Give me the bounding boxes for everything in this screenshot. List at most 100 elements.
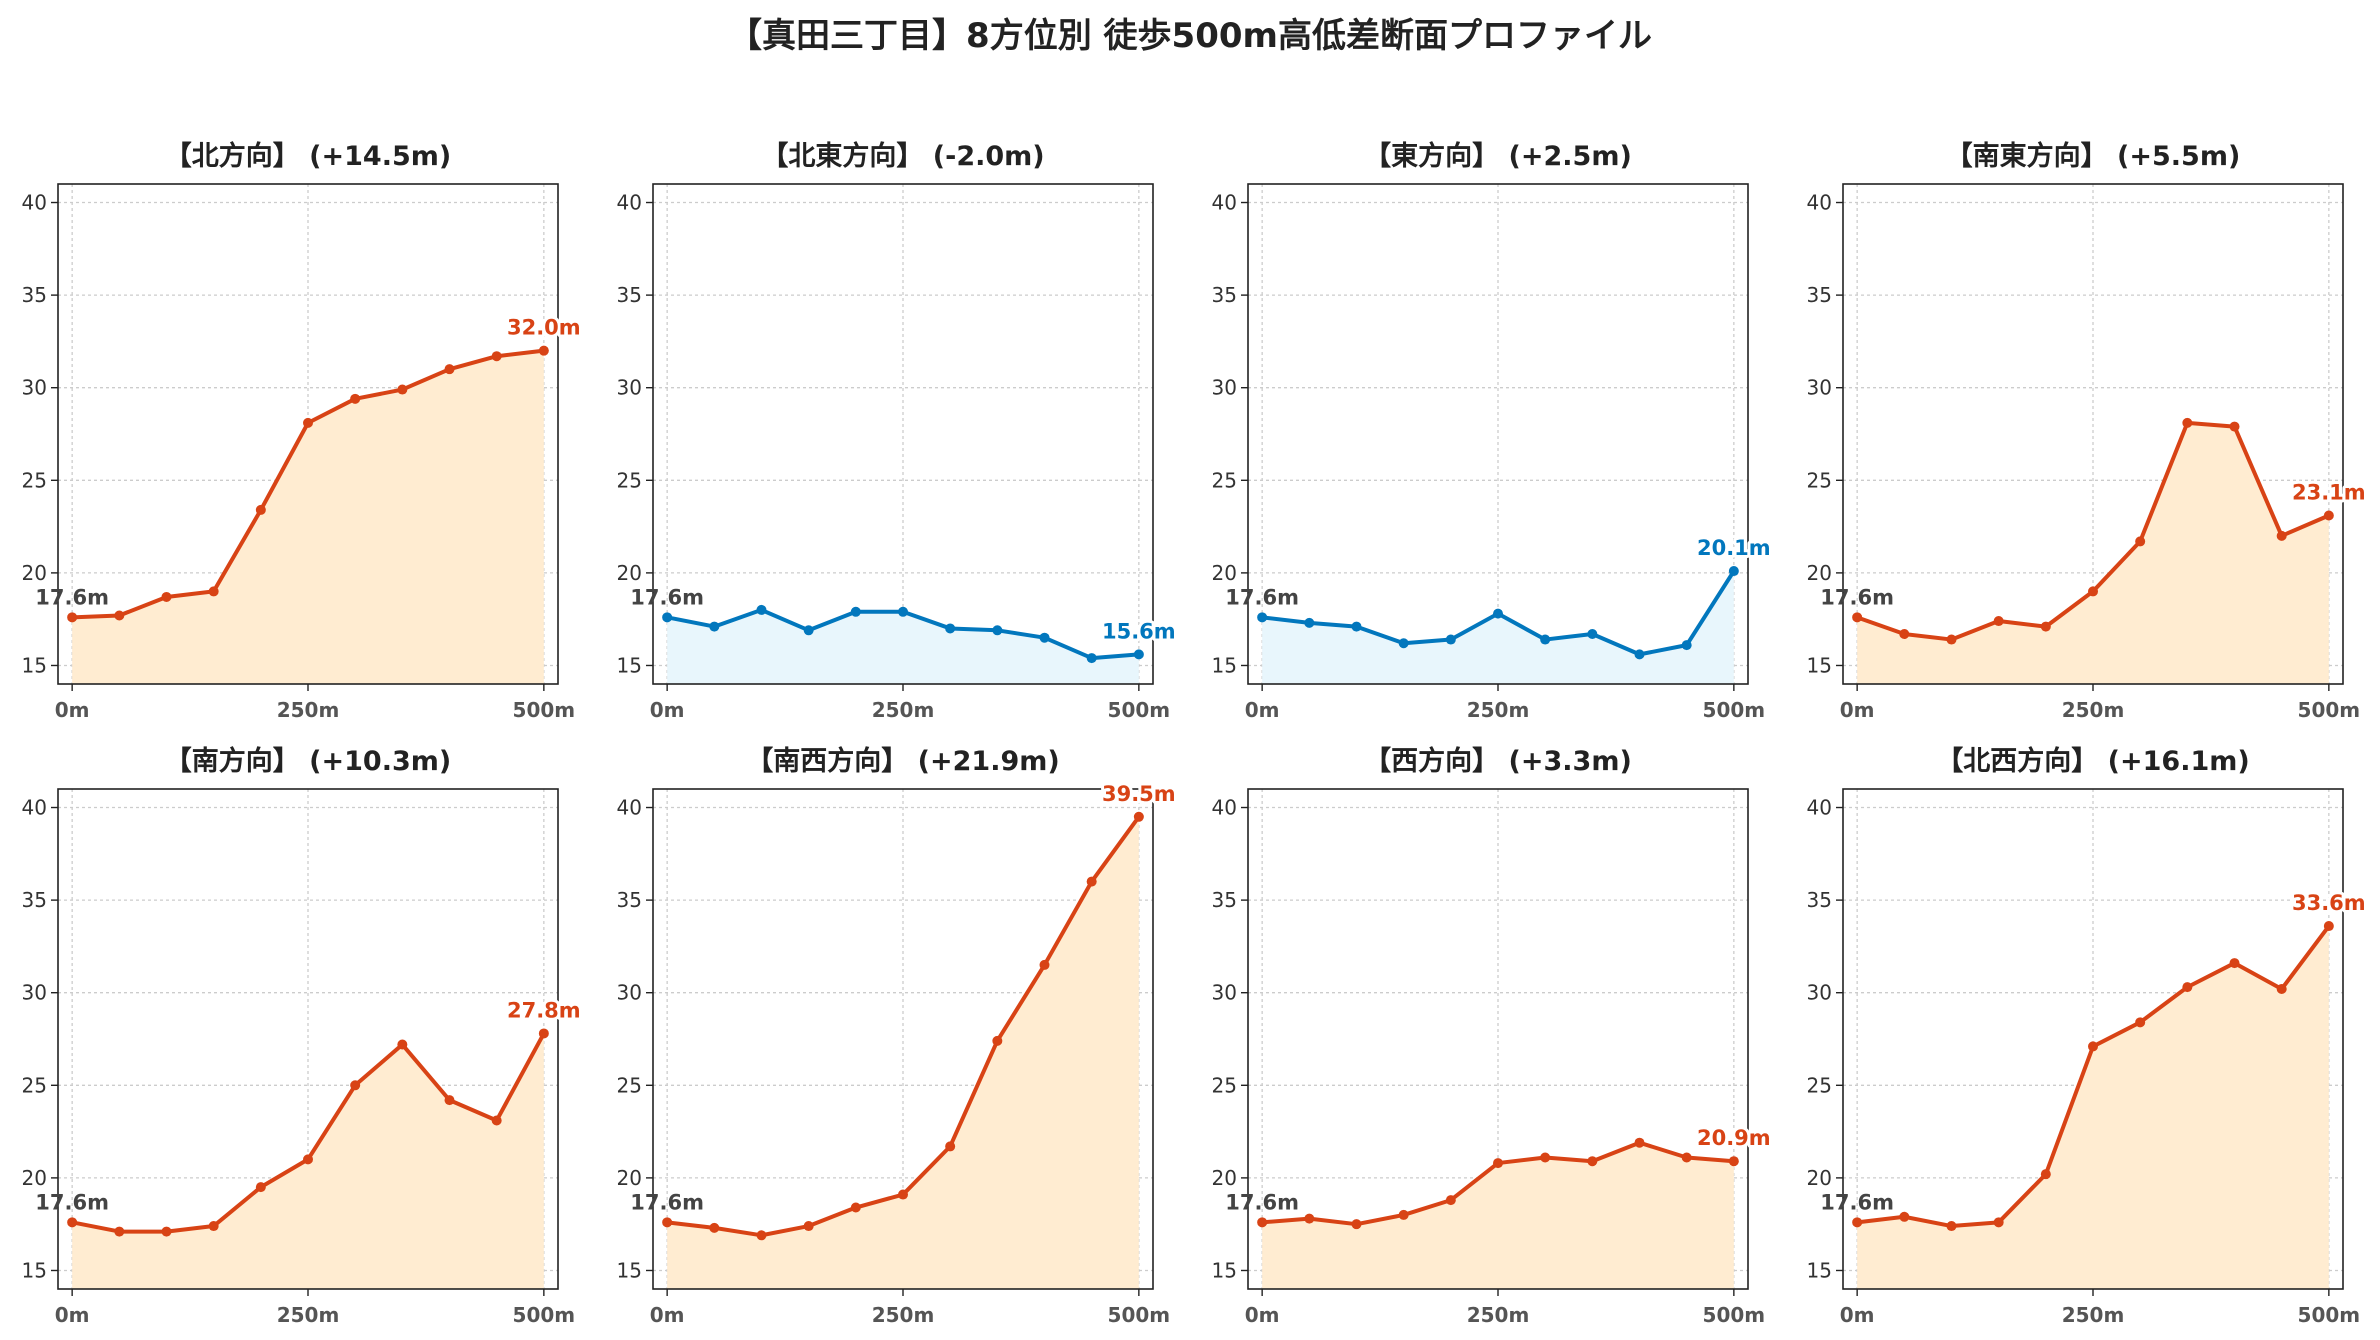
x-tick-label: 500m — [2298, 1303, 2361, 1327]
data-point — [303, 417, 313, 428]
data-point — [709, 1222, 720, 1233]
data-point — [444, 1095, 455, 1106]
data-point — [1946, 1221, 1957, 1232]
data-point — [1993, 616, 2004, 627]
x-tick-label: 0m — [1245, 1303, 1280, 1327]
y-tick-label: 40 — [1807, 191, 1832, 215]
x-tick-label: 500m — [2298, 698, 2361, 722]
data-point — [161, 591, 172, 602]
data-point — [2135, 1017, 2146, 1028]
y-tick-label: 15 — [617, 653, 642, 677]
y-tick-label: 40 — [22, 191, 47, 215]
end-elevation-label: 27.8m — [507, 998, 581, 1022]
start-elevation-label: 17.6m — [1820, 1190, 1894, 1214]
data-point — [1304, 617, 1315, 628]
x-tick-label: 0m — [650, 1303, 685, 1327]
data-point — [491, 1115, 502, 1126]
data-point — [2276, 984, 2287, 994]
start-elevation-label: 17.6m — [630, 1190, 704, 1214]
data-point — [1728, 566, 1739, 577]
y-tick-label: 35 — [1212, 888, 1237, 912]
y-tick-label: 25 — [617, 468, 642, 492]
y-tick-label: 20 — [22, 1166, 47, 1190]
y-tick-label: 40 — [617, 796, 642, 820]
data-point — [350, 393, 361, 404]
data-point — [1398, 1209, 1409, 1220]
data-point — [1133, 811, 1144, 822]
data-point — [350, 1080, 361, 1091]
data-point — [1086, 876, 1097, 887]
y-tick-label: 25 — [1807, 1073, 1832, 1097]
chart-panel-4: 15 20 25 30 35 40 0m 250m 500m 【南東方向】 (+5.5m) 17.6… — [1807, 140, 2369, 722]
chart-panel-3: 15 20 25 30 35 40 0m 250m 500m 【東方向】 (+2.5m) 17.6m… — [1212, 140, 1774, 722]
data-point — [2323, 921, 2334, 932]
start-elevation-label: 17.6m — [1820, 585, 1894, 609]
data-point — [1540, 1152, 1551, 1163]
data-point — [397, 1039, 408, 1050]
start-elevation-label: 17.6m — [630, 585, 704, 609]
chart-panel-5: 15 20 25 30 35 40 0m 250m 500m 【南方向】 (+10.3m) 17.6… — [22, 745, 584, 1327]
elevation-area — [1857, 422, 2329, 684]
end-elevation-label: 20.1m — [1697, 536, 1771, 560]
x-tick-label: 0m — [55, 698, 90, 722]
y-tick-label: 15 — [617, 1258, 642, 1282]
data-point — [1993, 1217, 2004, 1228]
y-tick-label: 35 — [1807, 888, 1832, 912]
x-tick-label: 250m — [277, 1303, 340, 1327]
y-tick-label: 25 — [1212, 468, 1237, 492]
data-point — [161, 1226, 172, 1237]
y-tick-label: 15 — [22, 1258, 47, 1282]
start-elevation-label: 17.6m — [1225, 1190, 1299, 1214]
y-tick-label: 30 — [1807, 981, 1832, 1005]
panel-title: 【北西方向】 (+16.1m) — [1936, 745, 2249, 777]
data-point — [538, 1028, 549, 1039]
data-point — [1351, 1219, 1362, 1230]
y-tick-label: 20 — [1807, 561, 1832, 585]
data-point — [1398, 638, 1409, 649]
data-point — [2323, 510, 2334, 521]
chart-panel-6: 15 20 25 30 35 40 0m 250m 500m 【南西方向】 (+21.9m) 17.… — [617, 745, 1179, 1327]
data-point — [1086, 653, 1097, 664]
data-point — [255, 504, 266, 515]
data-point — [803, 1221, 814, 1232]
data-point — [1445, 634, 1456, 645]
data-point — [898, 1189, 908, 1200]
data-point — [1445, 1195, 1456, 1206]
y-tick-label: 20 — [22, 561, 47, 585]
start-elevation-label: 17.6m — [35, 1190, 109, 1214]
y-tick-label: 20 — [1807, 1166, 1832, 1190]
data-point — [2040, 1169, 2051, 1180]
x-tick-label: 500m — [513, 698, 576, 722]
chart-panel-7: 15 20 25 30 35 40 0m 250m 500m 【西方向】 (+3.3m) 17.6m… — [1212, 745, 1774, 1327]
data-point — [1634, 1137, 1645, 1148]
data-point — [114, 1226, 125, 1237]
end-elevation-label: 32.0m — [507, 316, 581, 340]
data-point — [1852, 612, 1863, 623]
y-tick-label: 30 — [1212, 376, 1237, 400]
start-elevation-label: 17.6m — [1225, 585, 1299, 609]
data-point — [992, 625, 1003, 636]
y-tick-label: 15 — [1212, 653, 1237, 677]
y-tick-label: 20 — [617, 561, 642, 585]
data-point — [491, 351, 502, 362]
data-point — [2088, 1041, 2098, 1052]
y-tick-label: 40 — [1212, 796, 1237, 820]
y-tick-label: 25 — [22, 468, 47, 492]
figure-title: 【真田三丁目】8方位別 徒歩500m高低差断面プロファイル — [728, 16, 1652, 56]
y-tick-label: 30 — [617, 981, 642, 1005]
panel-title: 【南西方向】 (+21.9m) — [746, 745, 1059, 777]
data-point — [2135, 536, 2146, 547]
panel-title: 【北方向】 (+14.5m) — [165, 140, 451, 172]
x-tick-label: 250m — [2062, 1303, 2125, 1327]
y-tick-label: 30 — [617, 376, 642, 400]
data-point — [2088, 586, 2098, 597]
panel-title: 【南東方向】 (+5.5m) — [1946, 140, 2241, 172]
data-point — [2229, 421, 2240, 432]
x-tick-label: 500m — [1703, 1303, 1766, 1327]
panel-title: 【南方向】 (+10.3m) — [165, 745, 451, 777]
data-point — [1493, 1158, 1503, 1169]
data-point — [662, 1217, 673, 1228]
y-tick-label: 35 — [617, 283, 642, 307]
start-elevation-label: 17.6m — [35, 585, 109, 609]
